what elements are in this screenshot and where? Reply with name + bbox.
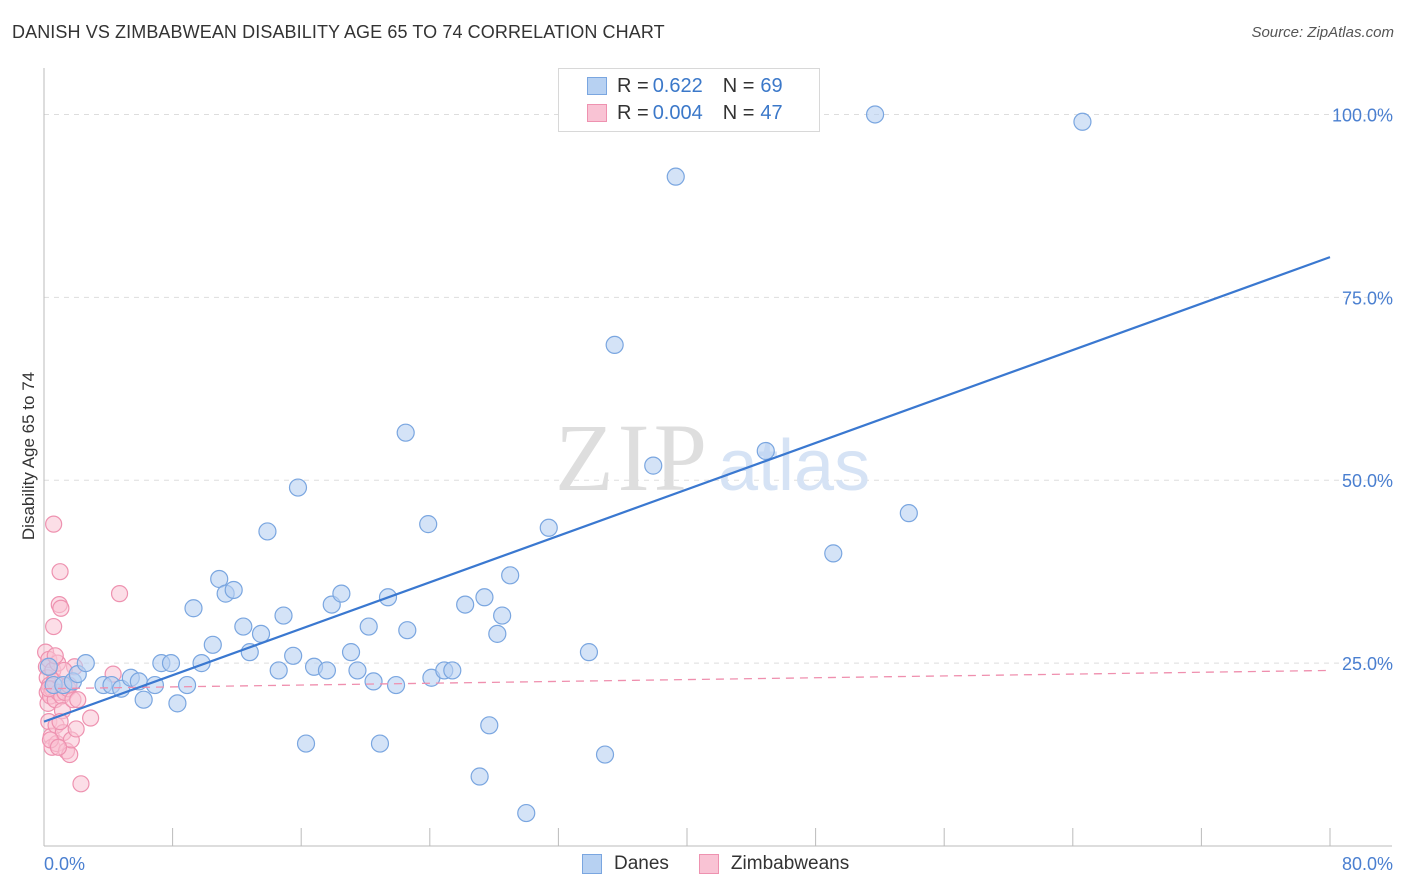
danes-point bbox=[756, 441, 775, 461]
zimbabweans-point bbox=[110, 585, 129, 603]
danes-point bbox=[224, 580, 243, 600]
zimbabweans-trendline bbox=[43, 669, 1331, 690]
danes-point bbox=[76, 654, 95, 673]
watermark-zip: ZIP bbox=[555, 404, 711, 511]
danes-point bbox=[470, 767, 489, 786]
legend-row-danes: R = 0.622 N = 69 bbox=[587, 73, 783, 99]
danes-point bbox=[168, 694, 187, 713]
danes-point bbox=[456, 595, 475, 614]
danes-swatch bbox=[582, 854, 602, 874]
zimbabweans-point bbox=[45, 617, 63, 636]
legend-n-label: N = bbox=[722, 74, 755, 97]
y-tick-label: 75.0% bbox=[1342, 288, 1393, 308]
danes-point bbox=[493, 606, 512, 625]
legend-r-label: R = bbox=[617, 74, 649, 97]
danes-point bbox=[579, 643, 599, 662]
series-legend-danes[interactable]: Danes bbox=[582, 853, 669, 875]
zimbabweans-point bbox=[82, 709, 100, 727]
chart-title: DANISH VS ZIMBABWEAN DISABILITY AGE 65 T… bbox=[12, 22, 665, 42]
y-tick-label: 100.0% bbox=[1332, 105, 1393, 125]
danes-label: Danes bbox=[614, 853, 669, 874]
watermark: ZIP atlas bbox=[555, 404, 870, 511]
danes-point bbox=[234, 617, 253, 636]
zimbabweans-point bbox=[52, 599, 70, 617]
danes-point bbox=[269, 661, 288, 680]
tick-labels: 25.0% 50.0% 75.0% 100.0% 0.0% 80.0% bbox=[44, 105, 1393, 874]
legend-swatch-danes bbox=[587, 77, 607, 95]
zimbabweans-point bbox=[49, 738, 68, 756]
danes-point bbox=[605, 335, 624, 355]
danes-point bbox=[443, 661, 462, 680]
legend-n-value: 69 bbox=[760, 74, 783, 97]
danes-point bbox=[595, 745, 615, 764]
danes-point bbox=[419, 515, 438, 534]
zimbabweans-points bbox=[37, 515, 129, 793]
danes-point bbox=[251, 624, 271, 643]
danes-point bbox=[258, 522, 277, 541]
legend: R = 0.622 N = 69 R = 0.004 N = 47 bbox=[558, 68, 820, 132]
danes-point bbox=[475, 588, 494, 607]
x-tick-label: 0.0% bbox=[44, 854, 85, 874]
danes-point bbox=[539, 518, 558, 537]
danes-point bbox=[488, 624, 507, 643]
danes-point bbox=[398, 621, 417, 640]
zimbabweans-point bbox=[51, 563, 69, 581]
y-tick-label: 25.0% bbox=[1342, 654, 1393, 674]
danes-point bbox=[396, 423, 415, 442]
danes-point bbox=[332, 584, 351, 603]
legend-n-value: 47 bbox=[760, 101, 783, 124]
legend-r-label: R = bbox=[617, 101, 649, 124]
series-legend-zimbabweans[interactable]: Zimbabweans bbox=[698, 853, 850, 875]
danes-point bbox=[386, 675, 406, 695]
danes-point bbox=[644, 456, 663, 475]
series-legend: Danes Zimbabweans bbox=[582, 852, 879, 876]
danes-point bbox=[517, 803, 536, 823]
danes-point bbox=[364, 672, 383, 691]
watermark-atlas: atlas bbox=[718, 426, 870, 506]
danes-point bbox=[203, 635, 222, 654]
zimbabweans-point bbox=[69, 691, 87, 709]
danes-point bbox=[317, 661, 337, 680]
legend-r-value: 0.622 bbox=[652, 74, 703, 97]
danes-point bbox=[370, 734, 390, 753]
danes-point bbox=[501, 566, 520, 585]
zimbabweans-point bbox=[45, 515, 63, 533]
zimbabweans-point bbox=[67, 720, 85, 738]
zimbabweans-point bbox=[72, 775, 90, 793]
y-axis-label: Disability Age 65 to 74 bbox=[19, 372, 38, 540]
danes-point bbox=[177, 675, 197, 695]
danes-point bbox=[39, 657, 58, 676]
danes-point bbox=[134, 690, 153, 709]
danes-point bbox=[284, 646, 303, 665]
danes-point bbox=[288, 478, 308, 497]
danes-point bbox=[274, 606, 293, 625]
x-tick-label: 80.0% bbox=[1342, 854, 1393, 874]
danes-point bbox=[184, 599, 203, 618]
legend-swatch-zimbabweans bbox=[587, 104, 607, 122]
trendlines bbox=[43, 256, 1331, 723]
zimbabweans-swatch bbox=[698, 854, 719, 874]
danes-trendline bbox=[43, 256, 1331, 723]
danes-point bbox=[359, 617, 378, 636]
danes-point bbox=[348, 661, 367, 680]
y-tick-label: 50.0% bbox=[1342, 471, 1393, 491]
gridlines bbox=[44, 113, 1392, 664]
legend-r-value: 0.004 bbox=[652, 101, 703, 124]
danes-points bbox=[39, 105, 1092, 823]
danes-point bbox=[161, 654, 181, 673]
danes-point bbox=[865, 105, 885, 124]
danes-point bbox=[341, 643, 361, 662]
zimbabweans-label: Zimbabweans bbox=[730, 853, 850, 874]
danes-point bbox=[824, 544, 843, 563]
danes-point bbox=[1073, 112, 1092, 131]
danes-point bbox=[899, 504, 918, 523]
source-label: Source: ZipAtlas.com bbox=[1251, 24, 1394, 41]
legend-row-zimbabweans: R = 0.004 N = 47 bbox=[587, 100, 783, 126]
legend-n-label: N = bbox=[722, 101, 755, 124]
danes-point bbox=[666, 167, 685, 186]
danes-point bbox=[296, 734, 316, 753]
danes-point bbox=[480, 716, 499, 735]
